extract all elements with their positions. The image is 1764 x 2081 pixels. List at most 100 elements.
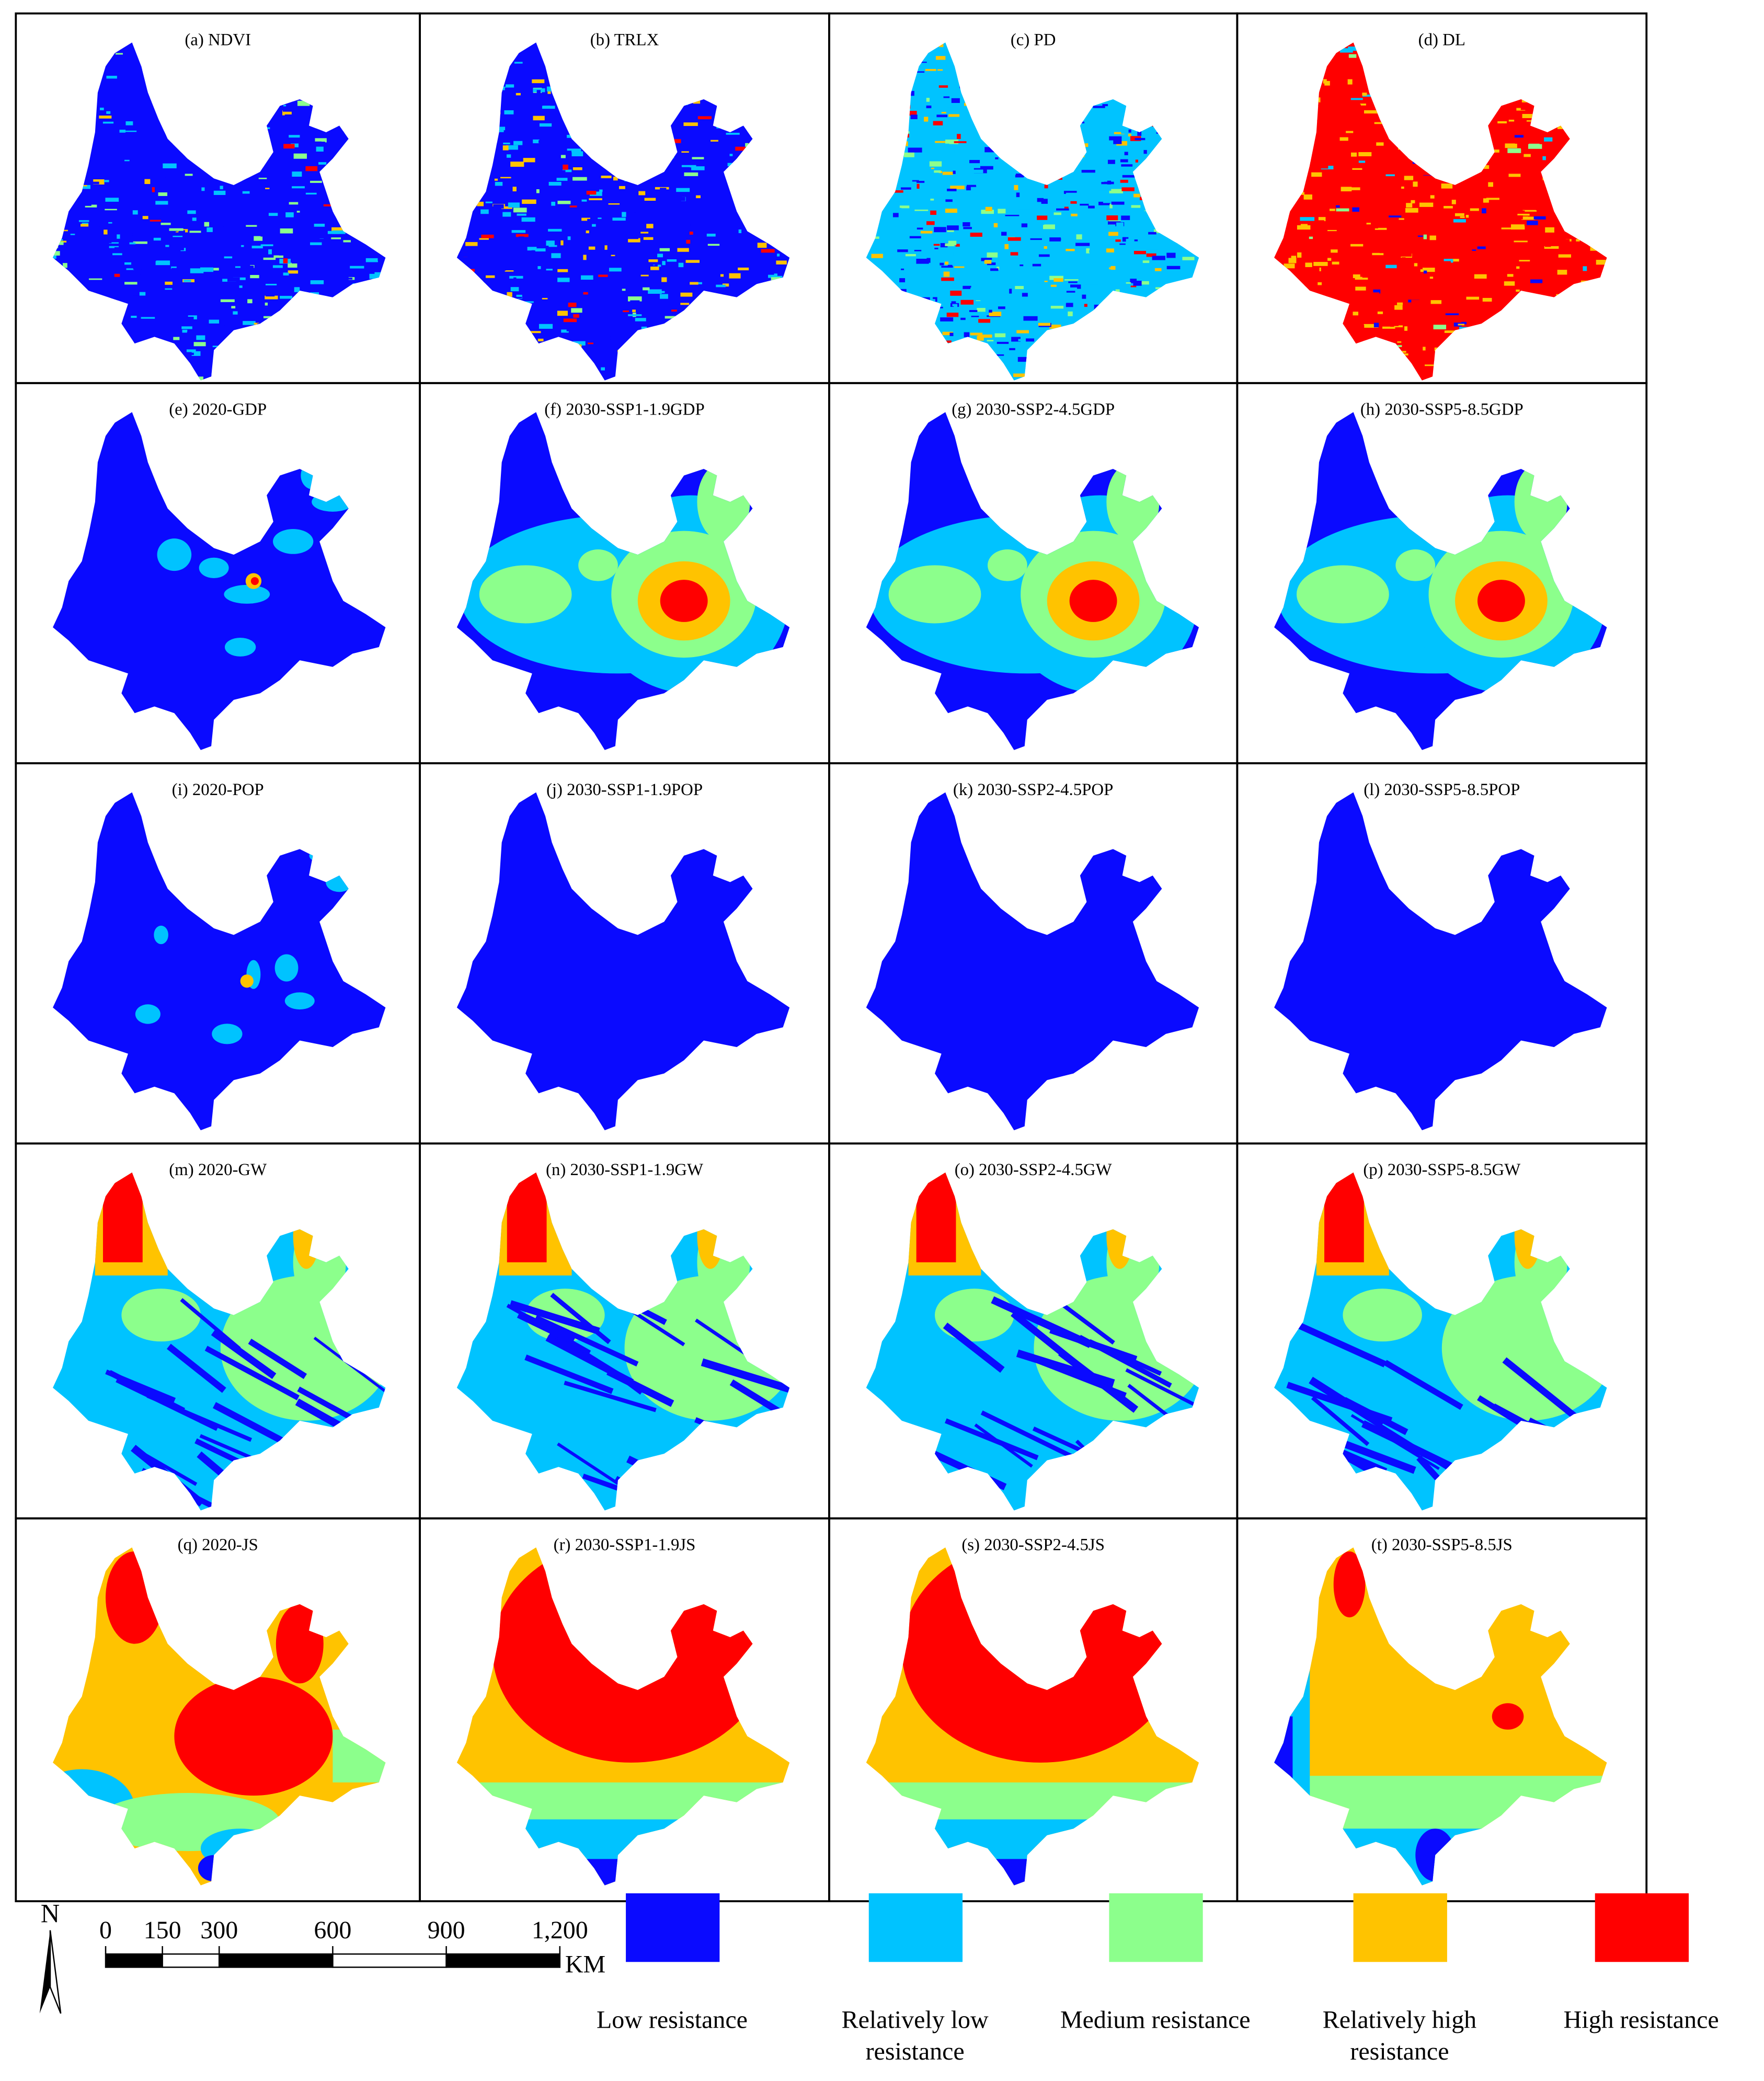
map-pixel xyxy=(949,332,954,336)
map-pixel xyxy=(192,217,197,221)
map-pixel xyxy=(1133,281,1142,286)
map-pixel xyxy=(1347,79,1353,85)
map-area xyxy=(224,637,256,657)
map-pixel xyxy=(1418,247,1431,250)
map-pixel xyxy=(989,309,992,313)
map-pixel xyxy=(565,160,576,165)
map-pixel xyxy=(254,323,259,325)
map-pixel xyxy=(532,84,542,87)
map-pixel xyxy=(231,309,245,312)
map-pixel xyxy=(670,175,673,179)
map-pixel xyxy=(951,301,956,305)
map-pixel xyxy=(549,319,555,322)
map-pixel xyxy=(288,270,299,274)
map-pixel xyxy=(1111,201,1125,205)
map-pixel xyxy=(922,245,926,250)
map-valley xyxy=(1383,1360,1463,1410)
map-pixel xyxy=(487,228,500,232)
map-pixel xyxy=(170,224,174,228)
map-pixel xyxy=(1120,159,1128,163)
map-pixel xyxy=(1367,226,1378,228)
map-pixel xyxy=(738,126,749,131)
map-pixel xyxy=(1038,254,1050,257)
map-pixel xyxy=(150,286,154,292)
map-pixel xyxy=(186,349,196,352)
map-pixel xyxy=(95,260,100,265)
map-pixel xyxy=(727,156,736,161)
map-pixel xyxy=(212,346,219,348)
map-pixel xyxy=(626,234,639,239)
map-pixel xyxy=(143,198,152,203)
map-pixel xyxy=(1470,208,1479,211)
map-pixel xyxy=(1323,197,1333,200)
map-pixel xyxy=(1049,275,1063,280)
map-pixel xyxy=(225,252,237,257)
map-pixel xyxy=(903,152,914,157)
map-pixel xyxy=(101,178,108,181)
map-pixel xyxy=(984,260,992,264)
map-pixel xyxy=(1345,275,1354,279)
map-pixel xyxy=(738,267,749,271)
map-pixel xyxy=(503,142,510,145)
map-pixel xyxy=(1544,267,1559,270)
map-pixel xyxy=(1089,274,1099,279)
map-pixel xyxy=(296,235,307,241)
map-pixel xyxy=(592,281,604,285)
map-pixel xyxy=(1077,259,1086,264)
arrow-left xyxy=(39,1930,50,2014)
map-pixel xyxy=(657,254,663,258)
map-pixel xyxy=(279,196,288,199)
map-pixel xyxy=(943,271,950,277)
map-pixel xyxy=(305,166,318,171)
map-pixel xyxy=(165,245,169,247)
map-pixel xyxy=(657,195,669,199)
map-pixel xyxy=(273,177,284,179)
map-pixel xyxy=(165,288,173,290)
map-pixel xyxy=(327,231,339,234)
map-pixel xyxy=(1392,323,1399,326)
map-pixel xyxy=(1021,223,1028,227)
map-pixel xyxy=(696,195,701,199)
map-pixel xyxy=(1057,218,1068,220)
map-pixel xyxy=(1065,221,1073,224)
map-pixel xyxy=(500,177,511,179)
map-pixel xyxy=(531,135,542,139)
panel-title: (a) NDVI xyxy=(185,30,251,49)
map-pixel xyxy=(480,207,496,211)
map-pixel xyxy=(996,341,1009,344)
map-pixel xyxy=(1064,224,1068,227)
map-pixel xyxy=(959,126,968,130)
map-pixel xyxy=(456,252,469,257)
map-pixel xyxy=(554,170,566,173)
map-pixel xyxy=(969,310,978,312)
map-pixel xyxy=(566,208,572,211)
map-pixel xyxy=(1507,274,1514,277)
map-pixel xyxy=(961,269,974,272)
map-area xyxy=(240,974,254,988)
map-pixel xyxy=(964,332,970,337)
map-pixel xyxy=(527,247,537,251)
map-pixel xyxy=(588,327,594,331)
map-pixel xyxy=(899,278,906,283)
map-pixel xyxy=(1513,210,1525,214)
map-pixel xyxy=(1120,179,1128,183)
map-pixel xyxy=(330,285,336,289)
map-pixel xyxy=(711,140,718,142)
legend-label: Relatively high xyxy=(1323,2006,1476,2034)
map-pixel xyxy=(514,62,523,64)
map-pixel xyxy=(275,142,282,144)
map-area xyxy=(135,1004,161,1024)
map-pixel xyxy=(165,281,173,285)
scale-label: 0 xyxy=(99,1916,112,1944)
map-pixel xyxy=(1502,137,1512,140)
map-pixel xyxy=(292,171,302,177)
map-pixel xyxy=(291,286,295,291)
map-pixel xyxy=(598,217,602,219)
map-valley xyxy=(1311,1396,1370,1446)
map-pixel xyxy=(307,200,320,205)
map-pixel xyxy=(531,250,535,253)
map-pixel xyxy=(1007,237,1021,241)
map-pixel xyxy=(1503,199,1507,203)
arrow-right xyxy=(49,1930,62,2014)
map-pixel xyxy=(1546,250,1552,255)
